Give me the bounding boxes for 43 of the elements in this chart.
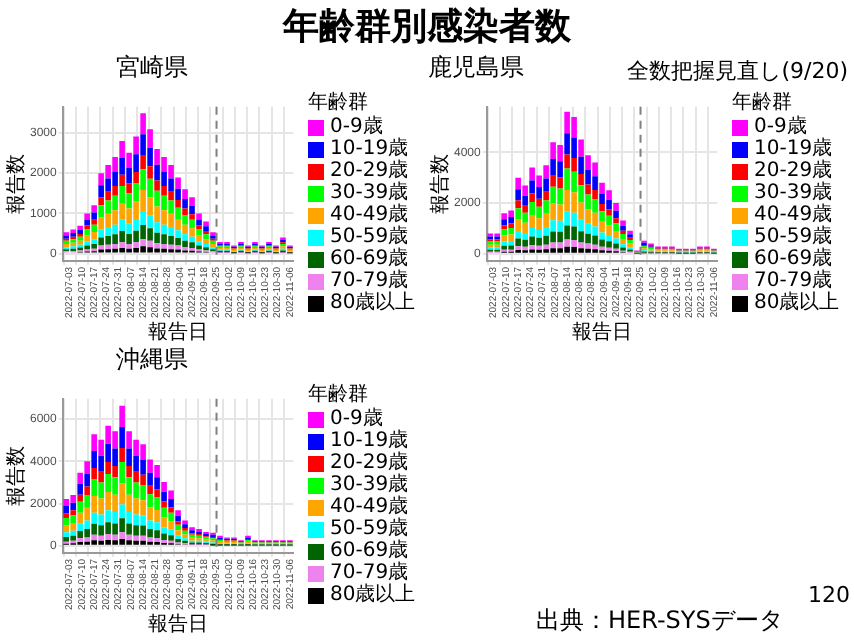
x-axis-title: 報告日 <box>148 319 209 344</box>
legend-label: 70-79歳 <box>330 562 409 584</box>
chart-title: 鹿児島県 <box>428 53 524 82</box>
legend-label: 10-19歳 <box>330 138 409 160</box>
legend-label: 70-79歳 <box>754 270 833 292</box>
legend-title: 年齢群 <box>308 384 370 406</box>
legend-label: 0-9歳 <box>754 116 807 138</box>
legend-label: 50-59歳 <box>330 518 409 540</box>
chart-title: 沖縄県 <box>116 345 188 374</box>
legend-label: 30-39歳 <box>330 474 409 496</box>
text: 全数把握見直し(9/20) <box>627 56 848 86</box>
legend-label: 40-49歳 <box>330 496 409 518</box>
legend-title: 年齢群 <box>732 92 794 114</box>
legend-label: 20-29歳 <box>754 160 833 182</box>
y-axis-title: 報告数 <box>427 153 452 214</box>
legend-label: 10-19歳 <box>330 430 409 452</box>
y-axis-title: 報告数 <box>3 445 28 506</box>
legend-title: 年齢群 <box>308 92 370 114</box>
legend-label: 0-9歳 <box>330 408 383 430</box>
legend-label: 80歳以上 <box>754 292 840 314</box>
legend-label: 20-29歳 <box>330 160 409 182</box>
legend-label: 0-9歳 <box>330 116 383 138</box>
legend-label: 70-79歳 <box>330 270 409 292</box>
text: 年齢群別感染者数 <box>280 4 573 50</box>
legend-label: 60-69歳 <box>754 248 833 270</box>
text: 120 <box>808 582 850 608</box>
y-axis-title: 報告数 <box>3 153 28 214</box>
legend-label: 80歳以上 <box>330 292 416 314</box>
legend-label: 50-59歳 <box>330 226 409 248</box>
legend-label: 30-39歳 <box>754 182 833 204</box>
x-axis-title: 報告日 <box>572 319 633 344</box>
legend-label: 60-69歳 <box>330 248 409 270</box>
legend-label: 10-19歳 <box>754 138 833 160</box>
legend-label: 50-59歳 <box>754 226 833 248</box>
legend-label: 30-39歳 <box>330 182 409 204</box>
legend-label: 40-49歳 <box>330 204 409 226</box>
legend-label: 60-69歳 <box>330 540 409 562</box>
legend-label: 20-29歳 <box>330 452 409 474</box>
legend-label: 40-49歳 <box>754 204 833 226</box>
source-note: 出典：HER-SYSデータ <box>536 604 783 638</box>
x-axis-title: 報告日 <box>148 611 209 636</box>
chart-title: 宮崎県 <box>116 53 188 82</box>
legend-label: 80歳以上 <box>330 584 416 606</box>
